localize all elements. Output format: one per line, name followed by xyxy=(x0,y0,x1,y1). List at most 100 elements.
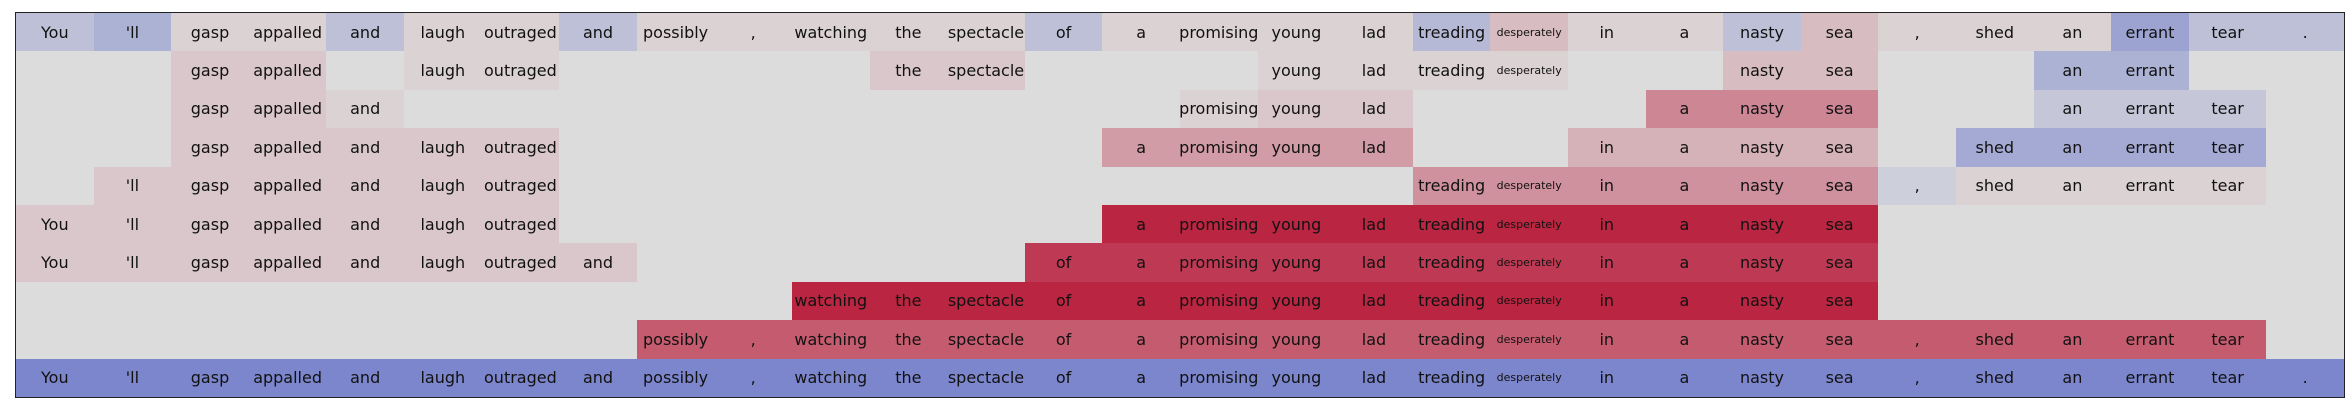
heatmap-cell: promising xyxy=(1179,358,1258,397)
heatmap-cell: of xyxy=(1024,281,1103,321)
heatmap-cell xyxy=(2034,205,2112,243)
heatmap-cell: lad xyxy=(1335,281,1413,321)
heatmap-cell: possibly xyxy=(636,320,715,359)
heatmap-cell: in xyxy=(1567,358,1646,397)
heatmap-cell xyxy=(1568,51,1646,89)
heatmap-cell: the xyxy=(869,13,948,52)
heatmap-cell: 'll xyxy=(93,358,172,397)
heatmap-cell xyxy=(1102,51,1180,89)
heatmap-cell: lad xyxy=(1335,205,1413,244)
heatmap-cell: desperately xyxy=(1490,243,1568,282)
heatmap-cell: sea xyxy=(1800,128,1879,167)
heatmap-cell: nasty xyxy=(1723,243,1801,282)
heatmap-cell xyxy=(1956,243,2034,281)
heatmap-cell: young xyxy=(1257,13,1336,52)
heatmap-cell xyxy=(714,243,792,281)
heatmap-cell xyxy=(1102,90,1180,128)
heatmap-cell: desperately xyxy=(1490,13,1568,52)
heatmap-cell: appalled xyxy=(248,51,327,90)
heatmap-cell: promising xyxy=(1179,320,1258,359)
heatmap-cell: young xyxy=(1257,243,1336,282)
heatmap-cell: errant xyxy=(2111,320,2189,359)
heatmap-cell: an xyxy=(2033,358,2112,397)
heatmap-cell: You xyxy=(16,205,94,244)
heatmap-cell: desperately xyxy=(1490,51,1568,90)
heatmap-cell xyxy=(326,282,404,320)
heatmap-cell xyxy=(1878,51,1956,89)
heatmap-cell: an xyxy=(2033,51,2112,90)
heatmap-cell xyxy=(1180,167,1258,205)
heatmap-cell: laugh xyxy=(403,128,482,167)
heatmap-cell xyxy=(2189,282,2267,320)
heatmap-cell: treading xyxy=(1412,166,1491,205)
heatmap-cell: and xyxy=(326,89,404,129)
heatmap-cell: . xyxy=(2266,13,2344,52)
heatmap-cell: in xyxy=(1567,128,1646,167)
heatmap-cell xyxy=(1956,51,2034,89)
heatmap-cell: appalled xyxy=(248,358,327,397)
heatmap-cell xyxy=(2266,167,2344,205)
heatmap-cell: sea xyxy=(1800,281,1879,321)
heatmap-cell xyxy=(870,167,948,205)
heatmap-cell: laugh xyxy=(403,166,482,205)
heatmap-cell: shed xyxy=(1955,166,2034,205)
heatmap-cell xyxy=(1025,128,1103,166)
heatmap-cell xyxy=(947,90,1025,128)
heatmap-cell xyxy=(482,320,560,358)
heatmap-cell: a xyxy=(1102,320,1180,359)
heatmap-cell: and xyxy=(559,358,637,397)
heatmap-cell: gasp xyxy=(171,13,249,52)
heatmap-cell: and xyxy=(326,128,404,167)
heatmap-cell: shed xyxy=(1955,128,2034,167)
heatmap-cell: of xyxy=(1024,320,1103,359)
heatmap-cell: lad xyxy=(1335,358,1413,397)
heatmap-cell: nasty xyxy=(1723,205,1801,244)
heatmap-cell: promising xyxy=(1179,89,1258,129)
heatmap-cell: appalled xyxy=(248,205,327,244)
token-heatmap: You'll gasp appalled and laugh outraged and pos… xyxy=(15,12,2345,398)
heatmap-cell: , xyxy=(714,13,792,52)
heatmap-cell: sea xyxy=(1800,166,1879,205)
heatmap-cell xyxy=(16,90,94,128)
heatmap-cell xyxy=(2266,128,2344,166)
heatmap-cell: appalled xyxy=(248,13,327,52)
heatmap-cell xyxy=(2266,90,2344,128)
heatmap-cell: nasty xyxy=(1723,128,1801,167)
heatmap-cell: a xyxy=(1102,281,1180,321)
heatmap-cell: in xyxy=(1567,13,1646,52)
heatmap-cell xyxy=(714,128,792,166)
heatmap-cell: a xyxy=(1102,128,1180,167)
heatmap-cell: treading xyxy=(1412,51,1491,90)
heatmap-cell: a xyxy=(1645,205,1724,244)
heatmap-cell: You xyxy=(16,358,94,397)
heatmap-cell xyxy=(2266,320,2344,358)
heatmap-cell xyxy=(2189,51,2267,89)
heatmap-cell: gasp xyxy=(171,358,249,397)
heatmap-cell: nasty xyxy=(1723,281,1801,321)
heatmap-cell xyxy=(870,90,948,128)
heatmap-cell: desperately xyxy=(1490,281,1568,321)
heatmap-cell xyxy=(559,90,637,128)
heatmap-cell xyxy=(2111,243,2189,281)
heatmap-cell: of xyxy=(1024,243,1103,282)
heatmap-cell: in xyxy=(1567,320,1646,359)
heatmap-cell: gasp xyxy=(171,51,249,90)
heatmap-cell: nasty xyxy=(1723,13,1801,52)
heatmap-cell: tear xyxy=(2188,13,2267,52)
heatmap-cell: You xyxy=(16,243,94,282)
heatmap-cell xyxy=(792,243,870,281)
heatmap-cell: young xyxy=(1257,128,1336,167)
heatmap-cell: a xyxy=(1645,13,1724,52)
heatmap-cell: laugh xyxy=(403,358,482,397)
heatmap-cell: , xyxy=(1878,13,1956,52)
heatmap-cell: in xyxy=(1567,166,1646,205)
heatmap-cell: and xyxy=(326,205,404,244)
heatmap-cell: shed xyxy=(1955,358,2034,397)
heatmap-cell: lad xyxy=(1335,128,1413,167)
heatmap-cell: laugh xyxy=(403,205,482,244)
heatmap-cell xyxy=(870,128,948,166)
heatmap-cell: young xyxy=(1257,320,1336,359)
heatmap-cell xyxy=(1878,243,1956,281)
heatmap-cell: outraged xyxy=(481,358,560,397)
heatmap-cell xyxy=(637,282,715,320)
